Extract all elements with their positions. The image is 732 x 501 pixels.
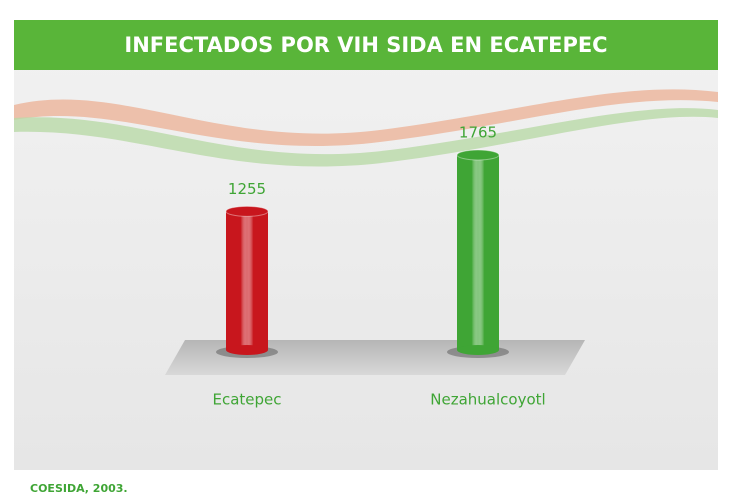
chart-title: INFECTADOS POR VIH SIDA EN ECATEPEC: [124, 33, 607, 57]
swoosh: [14, 89, 718, 147]
bar-shade: [457, 155, 499, 350]
category-label: Nezahualcoyotl: [430, 391, 545, 409]
swoosh: [14, 108, 718, 167]
value-label: 1765: [459, 124, 497, 142]
bar-top: [225, 205, 269, 217]
value-label: 1255: [228, 180, 266, 198]
bar-bottom: [226, 345, 268, 355]
bar-shade: [226, 211, 268, 350]
category-label: Ecatepec: [212, 391, 281, 409]
source: COESIDA, 2003.: [30, 482, 128, 495]
bar-top: [456, 149, 500, 161]
title-bar: [14, 20, 718, 70]
panel: [14, 20, 718, 470]
bar-bottom: [457, 345, 499, 355]
